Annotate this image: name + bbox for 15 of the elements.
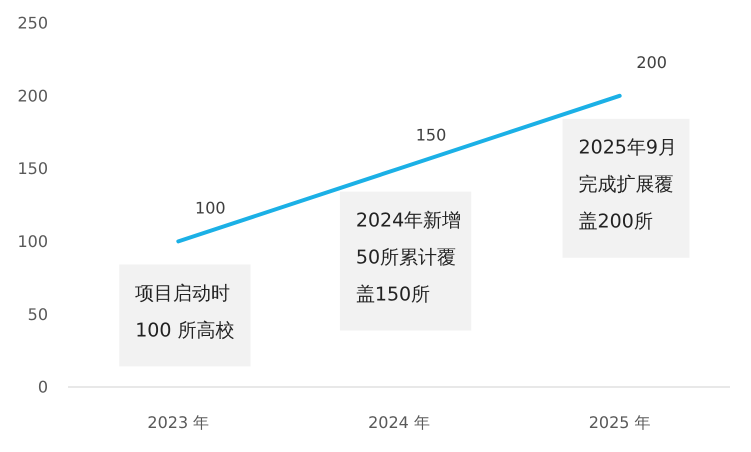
x-tick-label: 2024 年 <box>368 413 430 432</box>
annotation: 2024年新增50所累计覆盖150所 <box>356 210 462 306</box>
annotation: 项目启动时100 所高校 <box>135 282 235 342</box>
y-tick-label: 250 <box>17 14 48 33</box>
x-tick-label: 2025 年 <box>588 413 651 432</box>
data-label: 100 <box>195 198 226 218</box>
annotation: 2025年9月完成扩展覆盖200所 <box>578 136 677 233</box>
data-label: 150 <box>416 126 446 145</box>
y-tick-label: 50 <box>28 304 48 324</box>
y-tick-label: 150 <box>17 159 48 178</box>
y-tick-label: 100 <box>17 232 48 251</box>
data-label: 200 <box>636 52 667 72</box>
y-tick-label: 200 <box>17 86 48 106</box>
x-tick-label: 2023 年 <box>147 413 210 432</box>
y-tick-label: 0 <box>38 378 48 397</box>
